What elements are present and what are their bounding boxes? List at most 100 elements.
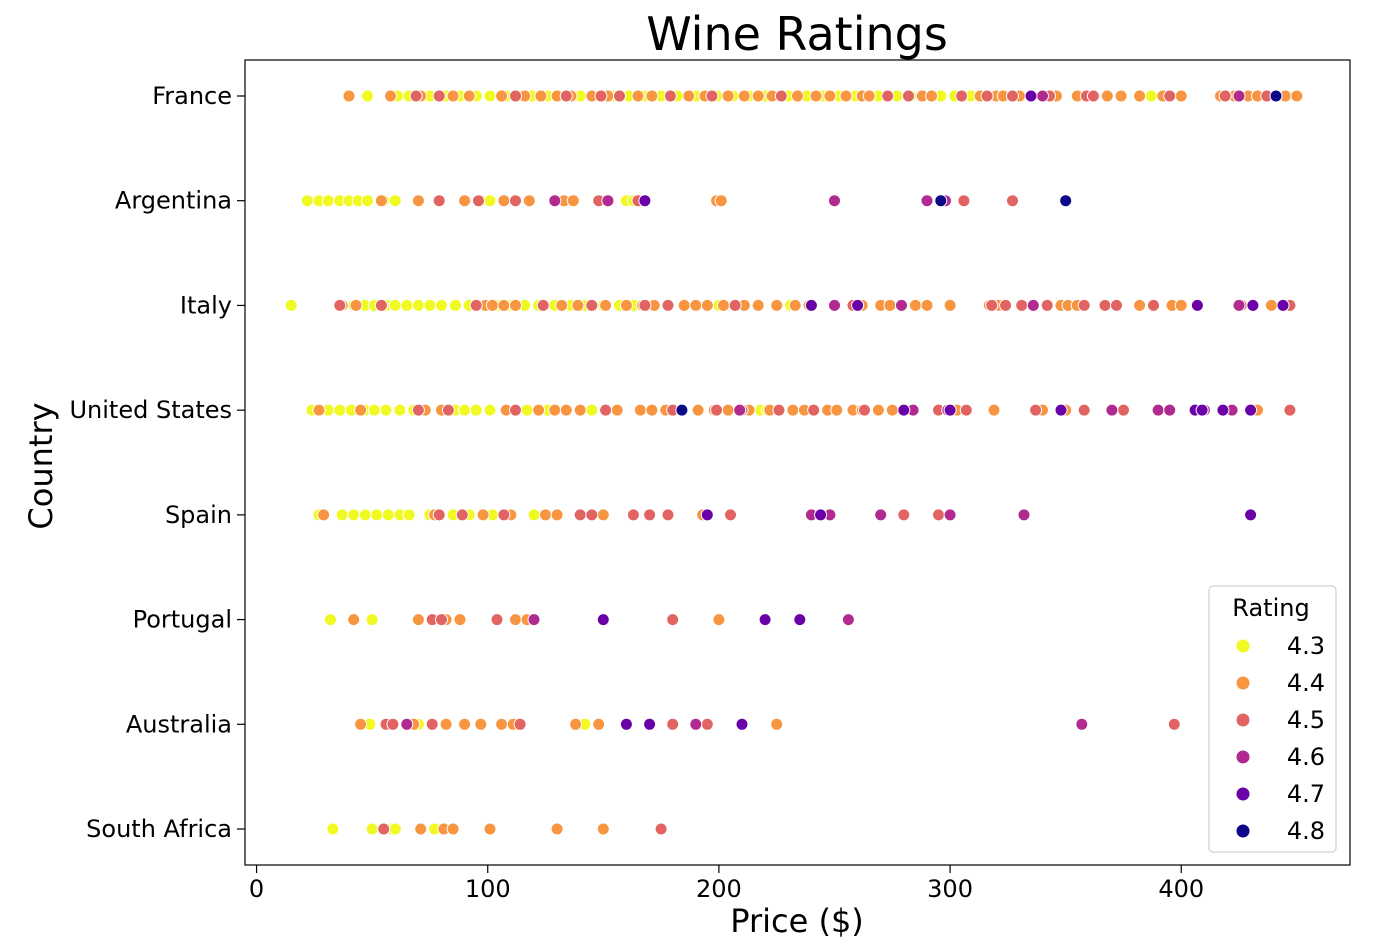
data-point xyxy=(957,194,971,208)
data-point xyxy=(599,298,613,312)
data-point xyxy=(1117,403,1130,417)
x-tick-label: 0 xyxy=(249,875,264,903)
data-point xyxy=(1133,298,1147,312)
data-point xyxy=(483,403,497,417)
data-point xyxy=(666,717,680,731)
data-point xyxy=(883,298,897,312)
data-point xyxy=(626,508,640,522)
data-point xyxy=(1163,89,1177,103)
data-point xyxy=(458,194,472,208)
data-point xyxy=(1015,298,1029,312)
data-point xyxy=(1098,298,1112,312)
data-point xyxy=(809,89,823,103)
data-point xyxy=(1269,89,1283,103)
data-point xyxy=(386,717,400,731)
data-point xyxy=(458,403,472,417)
x-axis-label: Price ($) xyxy=(730,902,864,940)
y-tick-label: United States xyxy=(69,396,232,424)
data-point xyxy=(721,89,735,103)
data-points xyxy=(284,89,1304,836)
data-point xyxy=(458,717,472,731)
data-point xyxy=(985,298,999,312)
data-point xyxy=(326,822,340,836)
data-point xyxy=(717,298,730,312)
data-point xyxy=(675,403,689,417)
data-point xyxy=(714,194,728,208)
data-point xyxy=(633,403,647,417)
data-point xyxy=(559,89,573,103)
data-point xyxy=(1036,89,1049,103)
data-point xyxy=(472,194,485,208)
data-point xyxy=(999,298,1013,312)
data-point xyxy=(435,298,448,312)
data-point xyxy=(300,194,314,208)
legend-title: Rating xyxy=(1232,594,1309,622)
data-point xyxy=(411,613,425,627)
data-point xyxy=(527,508,541,522)
data-point xyxy=(920,298,934,312)
data-point xyxy=(1075,717,1089,731)
data-point xyxy=(643,508,657,522)
data-point xyxy=(1006,89,1019,103)
y-tick-label: Argentina xyxy=(115,187,232,215)
data-point xyxy=(462,89,476,103)
data-point xyxy=(728,298,742,312)
data-point xyxy=(596,508,610,522)
data-point xyxy=(724,508,737,522)
data-point xyxy=(379,403,393,417)
data-point xyxy=(645,89,659,103)
data-point xyxy=(700,508,714,522)
data-point xyxy=(851,298,865,312)
data-point xyxy=(881,89,895,103)
data-point xyxy=(1216,403,1230,417)
data-point xyxy=(895,298,908,312)
data-point xyxy=(381,508,395,522)
y-tick-label: France xyxy=(152,82,232,110)
legend-label: 4.6 xyxy=(1287,743,1325,771)
data-point xyxy=(435,613,448,627)
data-point xyxy=(490,613,504,627)
data-point xyxy=(645,403,659,417)
data-point xyxy=(733,403,747,417)
data-point xyxy=(321,194,335,208)
data-point xyxy=(400,298,414,312)
data-point xyxy=(925,89,939,103)
data-point xyxy=(862,89,876,103)
data-point xyxy=(841,613,855,627)
data-point xyxy=(374,194,388,208)
data-point xyxy=(839,89,853,103)
data-point xyxy=(573,508,587,522)
data-point xyxy=(347,613,361,627)
data-point xyxy=(1218,89,1232,103)
data-point xyxy=(1077,298,1091,312)
legend-label: 4.8 xyxy=(1287,817,1325,845)
data-point xyxy=(354,403,368,417)
y-tick-label: Spain xyxy=(165,501,232,529)
x-tick-label: 400 xyxy=(1158,875,1204,903)
y-axis-label: Country xyxy=(22,402,60,529)
data-point xyxy=(751,89,765,103)
data-point xyxy=(1100,89,1114,103)
data-point xyxy=(474,717,488,731)
y-tick-label: Portugal xyxy=(133,606,232,634)
data-point xyxy=(705,89,719,103)
data-point xyxy=(786,403,800,417)
data-point xyxy=(1054,403,1068,417)
data-point xyxy=(592,717,606,731)
data-point xyxy=(497,298,511,312)
data-point xyxy=(342,89,356,103)
data-point xyxy=(317,508,331,522)
data-point xyxy=(365,822,379,836)
data-point xyxy=(509,613,522,627)
data-point xyxy=(1026,298,1040,312)
data-point xyxy=(1244,403,1258,417)
data-point xyxy=(374,298,388,312)
data-point xyxy=(495,89,509,103)
data-point xyxy=(448,298,462,312)
data-point xyxy=(548,194,562,208)
data-point xyxy=(830,403,844,417)
legend-marker xyxy=(1235,786,1251,802)
data-point xyxy=(943,403,957,417)
data-point xyxy=(770,717,784,731)
